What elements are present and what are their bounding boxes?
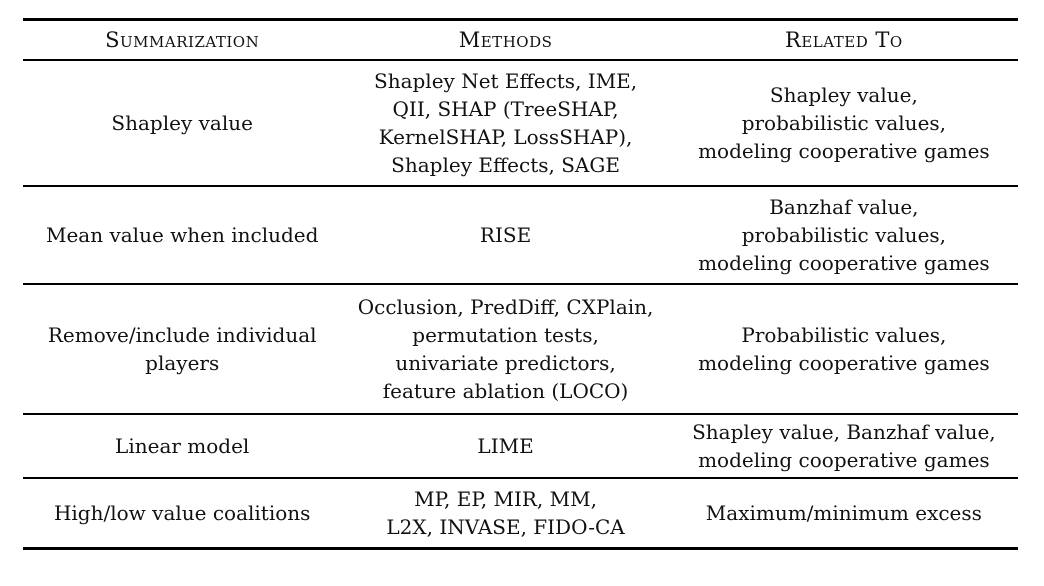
cell-summarization: High/low value coalitions: [53, 500, 311, 525]
cell-summarization: Mean value when included: [45, 222, 319, 247]
column-header-summarization: Summarization: [105, 27, 260, 52]
cell-related-to: Probabilistic values, modeling cooperati…: [698, 322, 990, 375]
cell-related-to: Shapley value, Banzhaf value, modeling c…: [692, 419, 996, 472]
explanation-methods-summary-table: Summarization Methods Related To Shapley…: [23, 18, 1018, 550]
cell-summarization: Shapley value: [111, 110, 253, 135]
table-row: High/low value coalitions MP, EP, MIR, M…: [23, 478, 1018, 549]
table-header-row: Summarization Methods Related To: [23, 20, 1018, 60]
cell-summarization: Linear model: [115, 433, 250, 458]
cell-methods: MP, EP, MIR, MM, L2X, INVASE, FIDO-CA: [386, 486, 625, 539]
table-row: Mean value when included RISE Banzhaf va…: [23, 186, 1018, 284]
table-row: Shapley value Shapley Net Effects, IME, …: [23, 60, 1018, 186]
cell-related-to: Maximum/minimum excess: [705, 500, 982, 525]
cell-related-to: Shapley value, probabilistic values, mod…: [698, 82, 990, 163]
cell-summarization: Remove/include individual players: [47, 322, 317, 375]
table-row: Remove/include individual players Occlus…: [23, 284, 1018, 414]
cell-related-to: Banzhaf value, probabilistic values, mod…: [698, 194, 990, 275]
column-header-methods: Methods: [458, 27, 553, 52]
column-header-related-to: Related To: [785, 27, 903, 52]
cell-methods: Occlusion, PredDiff, CXPlain, permutatio…: [357, 294, 654, 403]
cell-methods: RISE: [479, 222, 532, 247]
cell-methods: LIME: [477, 433, 534, 458]
cell-methods: Shapley Net Effects, IME, QII, SHAP (Tre…: [374, 68, 638, 177]
table-row: Linear model LIME Shapley value, Banzhaf…: [23, 414, 1018, 478]
